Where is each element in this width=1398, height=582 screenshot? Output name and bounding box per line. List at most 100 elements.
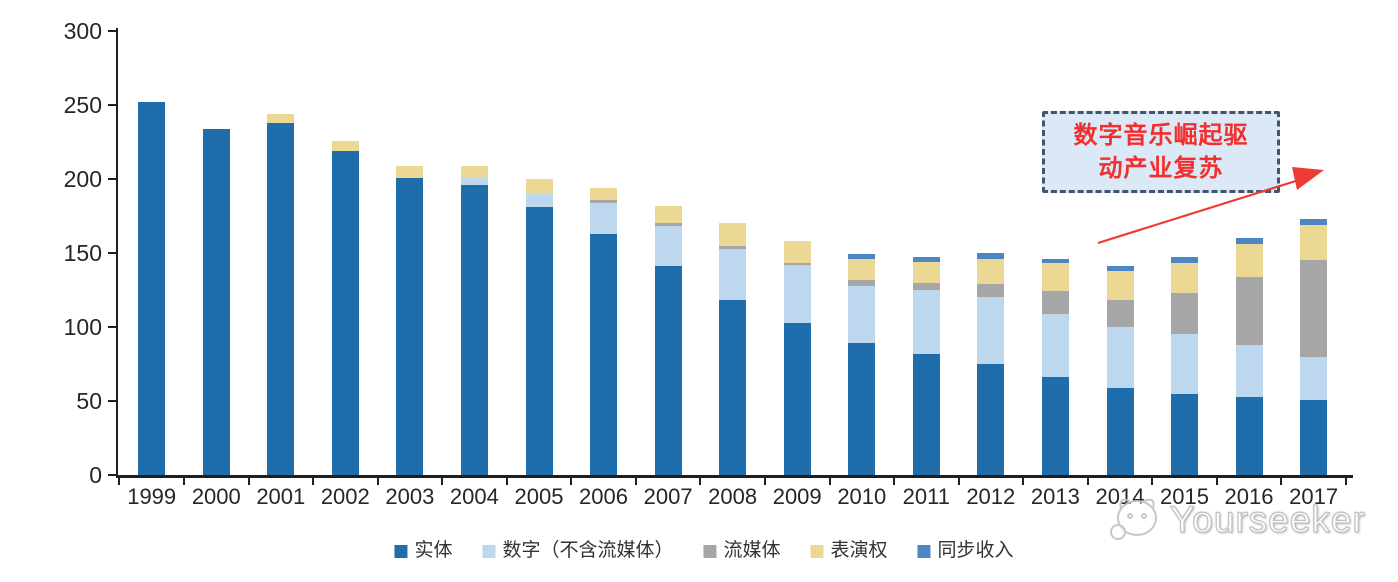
x-axis-tick-label: 2015 bbox=[1160, 484, 1209, 509]
x-axis-tick bbox=[376, 478, 379, 485]
bar-segment-2012-series4 bbox=[977, 253, 1005, 259]
bar-segment-2013-series2 bbox=[1041, 291, 1069, 314]
legend-label: 同步收入 bbox=[937, 540, 1014, 561]
x-axis-tick-label: 2013 bbox=[1030, 484, 1080, 509]
bar-segment-2017-series0 bbox=[1300, 399, 1328, 475]
x-axis-tick bbox=[957, 478, 960, 485]
y-axis-tick-label: 300 bbox=[63, 18, 102, 44]
bar-segment-2014-series0 bbox=[1106, 387, 1134, 475]
bar-segment-2010-series0 bbox=[848, 343, 876, 475]
x-axis-tick bbox=[763, 478, 766, 485]
x-axis-tick bbox=[1151, 478, 1154, 485]
x-axis-tick-label: 2017 bbox=[1289, 484, 1339, 509]
bar-segment-2011-series0 bbox=[912, 353, 940, 475]
bar-segment-2006-series1 bbox=[590, 202, 617, 234]
x-axis-tick bbox=[118, 478, 121, 485]
bar-segment-2016-series2 bbox=[1235, 276, 1263, 345]
bar-segment-2011-series2 bbox=[912, 282, 940, 290]
bar-segment-2015-series0 bbox=[1171, 393, 1198, 475]
y-axis-tick-label: 50 bbox=[76, 388, 102, 414]
bar-segment-2007-series1 bbox=[654, 226, 682, 267]
bar-segment-1999-series0 bbox=[138, 102, 166, 475]
bar-segment-2011-series1 bbox=[912, 290, 940, 354]
x-axis-tick bbox=[183, 478, 185, 485]
bar-segment-2009-series0 bbox=[783, 322, 811, 475]
bar-segment-2012-series0 bbox=[977, 364, 1005, 475]
bar-segment-2005-series3 bbox=[525, 179, 553, 194]
bar-segment-2001-series3 bbox=[267, 113, 295, 123]
legend-label: 实体 bbox=[414, 540, 453, 561]
x-axis-tick-label: 2003 bbox=[385, 484, 435, 509]
y-axis-tick bbox=[108, 474, 117, 476]
bar-segment-2013-series1 bbox=[1041, 313, 1069, 378]
bar-segment-2010-series3 bbox=[848, 258, 876, 280]
bar-segment-2008-series1 bbox=[719, 248, 747, 301]
x-axis-tick-label: 2000 bbox=[191, 484, 241, 509]
bar-segment-2016-series3 bbox=[1235, 244, 1263, 277]
y-axis-tick bbox=[108, 178, 117, 180]
legend-item-0: 实体 bbox=[394, 540, 452, 562]
legend-label: 流媒体 bbox=[723, 540, 781, 561]
x-axis-tick bbox=[1215, 478, 1218, 485]
bar-segment-2008-series2 bbox=[719, 245, 747, 249]
annotation-callout: 数字音乐崛起驱 动产业复苏 bbox=[1042, 111, 1280, 193]
bar-segment-2011-series4 bbox=[912, 257, 940, 262]
bar-segment-2005-series0 bbox=[525, 207, 553, 475]
x-axis-tick bbox=[634, 478, 637, 485]
y-axis-tick bbox=[108, 400, 117, 402]
bar-segment-2004-series0 bbox=[460, 184, 488, 475]
bar-segment-2003-series3 bbox=[396, 165, 424, 178]
bar-segment-2007-series3 bbox=[654, 205, 682, 224]
bar-segment-2015-series2 bbox=[1171, 292, 1198, 335]
x-axis-tick bbox=[1086, 478, 1089, 485]
x-axis-tick bbox=[893, 478, 895, 485]
x-axis-tick bbox=[828, 478, 831, 485]
annotation-text-line1: 数字音乐崛起驱 bbox=[1073, 122, 1249, 149]
bar-segment-2017-series2 bbox=[1300, 260, 1328, 357]
bar-segment-2017-series4 bbox=[1300, 218, 1328, 225]
x-axis-tick-label: 2016 bbox=[1224, 484, 1274, 509]
legend: 实体 数字（不含流媒体） 流媒体 表演权 同步收入 bbox=[394, 540, 1014, 562]
legend-swatch-icon bbox=[810, 544, 824, 558]
annotation-arrowhead-icon bbox=[1292, 167, 1324, 190]
x-axis-tick bbox=[570, 478, 573, 485]
x-axis-tick bbox=[441, 478, 444, 485]
bar-segment-2004-series3 bbox=[460, 165, 488, 178]
bar-segment-2009-series2 bbox=[783, 263, 811, 265]
x-axis-tick-label: 2005 bbox=[514, 484, 564, 509]
bar-segment-2014-series3 bbox=[1106, 270, 1134, 301]
bar-segment-2015-series4 bbox=[1171, 257, 1198, 264]
bar-segment-2003-series0 bbox=[396, 177, 424, 475]
bar-segment-2009-series3 bbox=[783, 241, 811, 264]
legend-swatch-icon bbox=[394, 544, 408, 558]
bar-segment-2010-series1 bbox=[848, 285, 876, 344]
bar-segment-2015-series1 bbox=[1171, 334, 1198, 394]
bar-segment-2016-series0 bbox=[1235, 396, 1263, 475]
bar-segment-2004-series1 bbox=[460, 177, 488, 185]
bar-segment-2001-series0 bbox=[267, 122, 295, 475]
bar-segment-2000-series0 bbox=[202, 128, 230, 475]
x-axis-tick-label: 2002 bbox=[320, 484, 370, 509]
x-axis-tick-label: 2010 bbox=[837, 484, 887, 509]
annotation-text-line2: 动产业复苏 bbox=[1098, 155, 1224, 182]
bar-segment-2015-series3 bbox=[1171, 263, 1198, 293]
y-axis-tick-label: 150 bbox=[63, 240, 102, 266]
y-axis-line bbox=[116, 28, 118, 477]
bar-segment-2013-series4 bbox=[1041, 258, 1069, 264]
bar-segment-2014-series4 bbox=[1106, 266, 1134, 271]
y-axis-tick-label: 200 bbox=[63, 166, 102, 192]
bar-segment-2013-series0 bbox=[1041, 377, 1069, 475]
x-axis-tick bbox=[505, 478, 508, 485]
x-axis-tick-label: 2008 bbox=[708, 484, 758, 509]
x-axis-tick-label: 2011 bbox=[902, 484, 950, 509]
bar-segment-2008-series0 bbox=[719, 300, 747, 475]
x-axis-tick bbox=[1280, 478, 1283, 485]
bar-segment-2016-series1 bbox=[1235, 344, 1263, 397]
legend-label: 数字（不含流媒体） bbox=[502, 540, 674, 561]
x-axis-tick bbox=[247, 478, 250, 485]
bar-segment-2002-series0 bbox=[331, 150, 359, 475]
bar-segment-2012-series1 bbox=[977, 297, 1005, 364]
x-axis-tick-label: 2001 bbox=[256, 484, 306, 509]
bar-segment-2017-series3 bbox=[1300, 224, 1328, 261]
y-axis-tick bbox=[108, 104, 117, 106]
